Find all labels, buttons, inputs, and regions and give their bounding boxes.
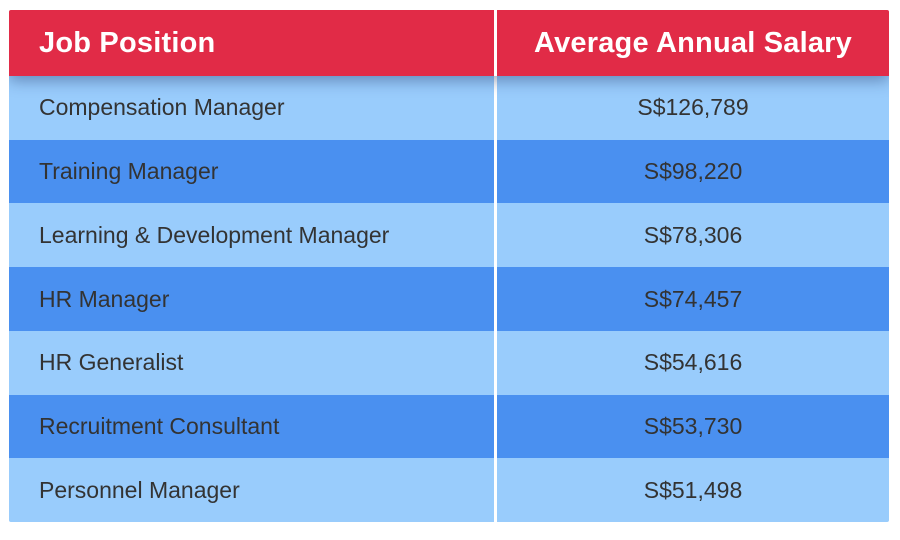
salary-cell: S$51,498 xyxy=(497,458,889,522)
job-position-label: HR Generalist xyxy=(39,349,184,376)
salary-value: S$74,457 xyxy=(643,285,743,312)
salary-value: S$126,789 xyxy=(637,94,749,121)
salary-value: S$51,498 xyxy=(643,476,743,503)
salary-cell: S$74,457 xyxy=(497,267,889,331)
header-cell-average-annual-salary: Average Annual Salary xyxy=(497,10,889,76)
table-row: Learning & Development Manager S$78,306 xyxy=(9,203,889,268)
salary-cell: S$53,730 xyxy=(497,395,889,459)
job-position-cell: Training Manager xyxy=(9,139,497,204)
job-position-label: HR Manager xyxy=(39,285,170,312)
header-cell-job-position: Job Position xyxy=(9,10,497,76)
job-position-label: Personnel Manager xyxy=(39,476,240,503)
table-row: HR Generalist S$54,616 xyxy=(9,330,889,395)
table-row: Compensation Manager S$126,789 xyxy=(9,76,889,140)
salary-value: S$78,306 xyxy=(643,221,743,248)
salary-cell: S$126,789 xyxy=(497,76,889,140)
job-position-label: Compensation Manager xyxy=(39,94,285,121)
header-label-average-annual-salary: Average Annual Salary xyxy=(534,26,852,59)
salary-table: Job Position Average Annual Salary Compe… xyxy=(9,10,889,522)
job-position-label: Learning & Development Manager xyxy=(39,221,390,248)
table-row: HR Manager S$74,457 xyxy=(9,267,889,331)
job-position-cell: HR Generalist xyxy=(9,330,497,395)
salary-cell: S$98,220 xyxy=(497,140,889,204)
job-position-cell: Personnel Manager xyxy=(9,458,497,522)
job-position-cell: Recruitment Consultant xyxy=(9,394,497,459)
job-position-cell: Compensation Manager xyxy=(9,76,497,140)
job-position-cell: HR Manager xyxy=(9,267,497,331)
salary-value: S$53,730 xyxy=(643,412,743,439)
job-position-cell: Learning & Development Manager xyxy=(9,203,497,268)
salary-cell: S$78,306 xyxy=(497,203,889,267)
salary-cell: S$54,616 xyxy=(497,331,889,395)
table-row: Training Manager S$98,220 xyxy=(9,139,889,204)
header-label-job-position: Job Position xyxy=(39,26,216,59)
table-header-row: Job Position Average Annual Salary xyxy=(9,10,889,76)
salary-value: S$54,616 xyxy=(643,349,743,376)
job-position-label: Training Manager xyxy=(39,158,219,185)
table-row: Recruitment Consultant S$53,730 xyxy=(9,394,889,459)
job-position-label: Recruitment Consultant xyxy=(39,412,280,439)
table-row: Personnel Manager S$51,498 xyxy=(9,458,889,522)
salary-value: S$98,220 xyxy=(643,158,743,185)
